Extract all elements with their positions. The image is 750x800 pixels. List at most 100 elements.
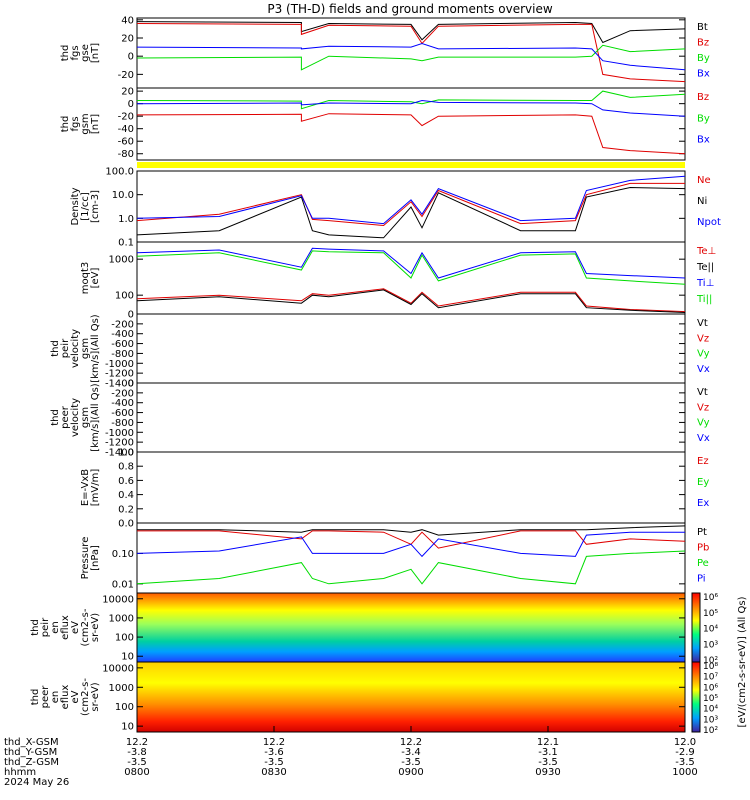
- y-axis-label-line: [nT]: [90, 114, 101, 134]
- series-line: [136, 186, 686, 239]
- colorbar-tick-label: 10³: [703, 640, 718, 650]
- panel-1: 40 20 0 -20 thdfgsgse[nT] Bt Bz By Bx: [60, 15, 710, 89]
- legend-entry: Ex: [697, 498, 709, 509]
- legend-entry: Vx: [697, 433, 710, 444]
- colorbar-tick-label: 10⁶: [703, 593, 718, 603]
- legend-entry: Bx: [697, 69, 710, 80]
- panel-3: 100.0 10.0 1.0 0.1 Density[1/cc][cm-3] Ne Ni Np…: [70, 167, 721, 249]
- x-tick-label: 0800: [124, 767, 149, 778]
- y-tick-label: 0: [128, 99, 134, 110]
- y-axis-label-line: [nPa]: [90, 545, 101, 571]
- y-tick-label: 100: [115, 291, 134, 302]
- x-tick-label: -3.5: [264, 757, 284, 768]
- colorbar-tick-label: 10⁷: [703, 673, 718, 683]
- y-tick-label: 0.10: [112, 549, 134, 560]
- y-tick-label: 0.0: [118, 519, 134, 530]
- y-tick-label: -1400: [105, 448, 134, 459]
- legend-entry: Te||: [696, 262, 714, 273]
- legend-entry: Bt: [697, 22, 708, 33]
- y-tick-label: -20: [118, 70, 134, 81]
- legend-entry: Bx: [697, 135, 710, 146]
- colorbar-tick-label: 10²: [703, 726, 718, 736]
- y-tick-label: -1200: [105, 438, 134, 449]
- y-tick-label: -1200: [105, 369, 134, 380]
- legend-entry: Vz: [697, 402, 709, 413]
- x-tick-label: 1000: [672, 767, 697, 778]
- x-tick-label: 12.2: [400, 737, 422, 748]
- y-axis-label-line: thd: [30, 619, 41, 636]
- legend-entry: Pt: [697, 527, 707, 538]
- y-tick-label: 0.1: [118, 238, 134, 249]
- legend-entry: Vz: [697, 333, 709, 344]
- series-line: [136, 289, 686, 313]
- y-axis-label: moqt3[eV]: [80, 262, 101, 295]
- legend-entry: Vy: [697, 418, 710, 429]
- y-tick-label: 100.0: [105, 167, 134, 178]
- y-axis-label-line: E=-VxB: [80, 469, 91, 506]
- panel-frame: [136, 382, 686, 453]
- panel-9: 10000 1000 100 10 thdpeirenefluxeV(cm2-s-sr-…: [30, 592, 718, 666]
- y-tick-label: 20: [121, 87, 134, 98]
- y-tick-label: 0.2: [118, 504, 134, 515]
- legend-entry: Pb: [697, 543, 709, 554]
- panel-10: 10000 1000 100 10 thdpeerenefluxeV(cm2-s-sr-…: [30, 661, 718, 736]
- panel-frame: [136, 87, 686, 161]
- x-tick-label: 0830: [261, 767, 286, 778]
- panel-4: 1000 100 moqt3[eV] Te⊥ Te|| Ti⊥ Ti||: [80, 241, 716, 315]
- series-line: [136, 113, 686, 155]
- y-axis-label-line: en: [50, 691, 61, 704]
- legend-entry: Vx: [697, 364, 710, 375]
- y-tick-label: 10.0: [112, 190, 134, 201]
- y-tick-label: -600: [111, 408, 134, 419]
- panel-5: 0-200-400-600-800-1000-1200-1400thdpeirv…: [50, 310, 710, 390]
- y-axis-label-line: (cm2-s-: [80, 608, 91, 646]
- y-tick-label: 1000: [109, 613, 134, 624]
- y-tick-label: -200: [111, 388, 134, 399]
- quality-flag-bar: [137, 162, 685, 168]
- y-tick-label: 0.4: [118, 490, 134, 501]
- legend-entry: By: [697, 113, 710, 124]
- series-line: [136, 288, 686, 313]
- panel-frame: [136, 451, 686, 524]
- panel-7: 1.0 0.8 0.6 0.4 0.2 0.0 E=-VxB[mV/m] Ez Ey Ex: [80, 448, 709, 530]
- y-axis-label-line: [1/cc]: [80, 192, 91, 221]
- colorbar: 10⁶ 10⁵ 10⁴ 10³ 10²: [691, 592, 718, 666]
- legend-entry: Npot: [697, 217, 721, 228]
- colorbar-tick-label: 10²: [703, 656, 718, 666]
- y-axis-label-line: eflux: [60, 615, 71, 640]
- y-axis-label: Density[1/cc][cm-3]: [70, 187, 101, 225]
- y-axis-label-line: peir: [40, 617, 51, 637]
- colorbar-tick-label: 10⁴: [703, 625, 718, 635]
- legend-entry: Bz: [697, 38, 709, 49]
- y-tick-label: -80: [118, 149, 134, 160]
- panels: 40200-20thdfgsgse[nT]BtBzByBx200-20-40-6…: [30, 15, 748, 736]
- y-tick-label: -20: [118, 112, 134, 123]
- y-tick-label: 0: [128, 52, 134, 63]
- legend-entry: Pi: [697, 574, 706, 585]
- y-axis-label-line: [mV/m]: [90, 469, 101, 507]
- spectrogram: [137, 662, 685, 732]
- legend-entry: Vy: [697, 349, 710, 360]
- x-tick-label: -3.4: [401, 747, 421, 758]
- y-axis-label-line: sr-eV): [90, 613, 101, 642]
- series-line: [136, 247, 686, 279]
- y-axis-label: thdfgsgsm[nT]: [60, 113, 101, 134]
- series-line: [136, 23, 686, 83]
- y-tick-label: -1000: [105, 359, 134, 370]
- y-tick-label: 20: [121, 34, 134, 45]
- x-row-label: thd_X-GSM: [4, 737, 59, 748]
- y-axis-label-line: fgs: [70, 116, 81, 131]
- panel-2: 200 -20-40 -60-80 thdfgsgsm[nT] Bz By Bx: [60, 87, 710, 161]
- y-axis-label-line: moqt3: [80, 262, 91, 295]
- y-axis-label-line: peer: [60, 405, 71, 429]
- y-axis-label: thdfgsgse[nT]: [60, 43, 101, 63]
- y-axis-label-line: thd: [30, 689, 41, 706]
- y-axis-label-line: (cm2-s-: [80, 678, 91, 716]
- y-tick-label: 0: [128, 310, 134, 321]
- y-axis-label-line: thd: [60, 116, 71, 133]
- series-line: [136, 250, 686, 285]
- x-tick-label: 0900: [398, 767, 423, 778]
- legend-entry: Ne: [697, 175, 711, 186]
